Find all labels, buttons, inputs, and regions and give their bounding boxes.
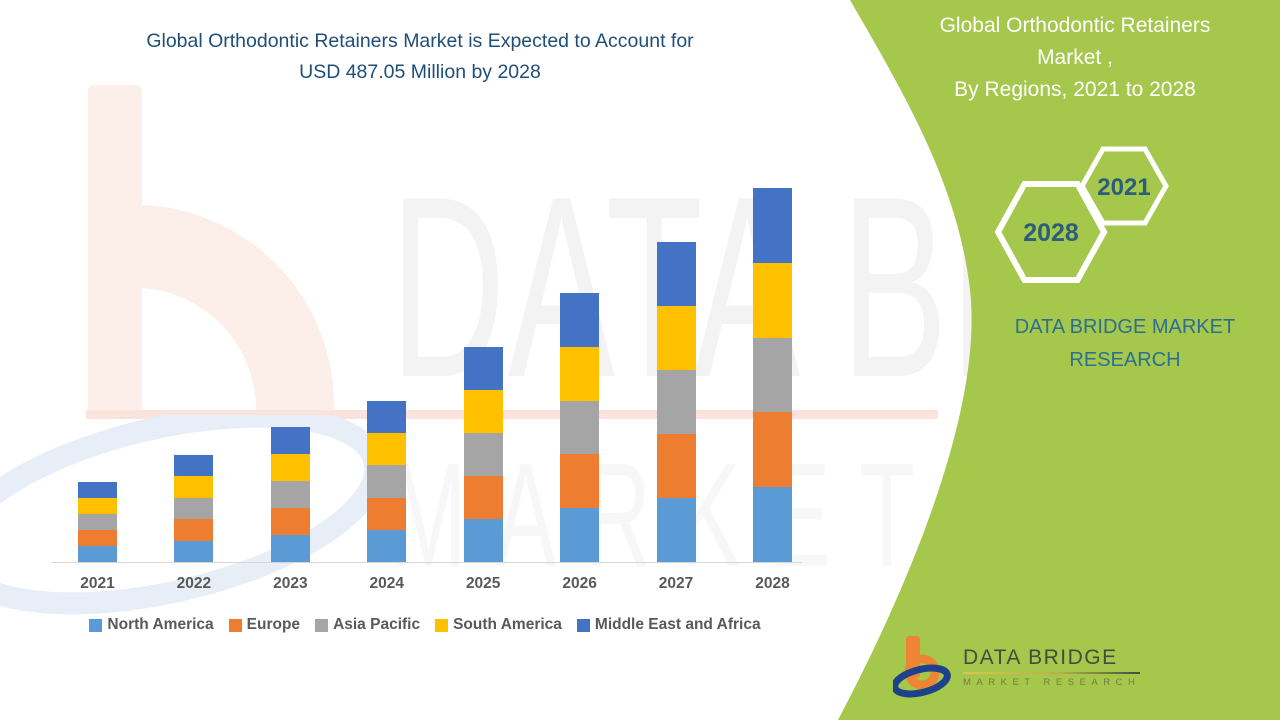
- chart-title-line2: USD 487.05 Million by 2028: [299, 61, 541, 83]
- legend-label-asia-pacific: Asia Pacific: [333, 616, 421, 633]
- x-axis-label-2026: 2026: [562, 575, 597, 592]
- legend-swatch-north-america: [89, 618, 103, 632]
- legend-item-middle-east-and-africa: Middle East and Africa: [576, 616, 761, 634]
- legend-item-europe: Europe: [228, 616, 301, 634]
- hexagon-2021-label: 2021: [1097, 174, 1150, 201]
- x-axis-label-2025: 2025: [465, 575, 501, 592]
- bar-segment-2028-asia-pacific: [752, 337, 792, 413]
- bar-segment-2027-asia-pacific: [656, 370, 696, 434]
- hexagon-2028: [994, 181, 1108, 283]
- legend-item-south-america: South America: [435, 616, 562, 634]
- bar-segment-2026-europe: [560, 454, 600, 509]
- data-bridge-logo-icon: [893, 636, 951, 698]
- bar-segment-2028-south-america: [752, 262, 792, 338]
- bar-2027: [656, 242, 696, 562]
- footer-logo-name: DATA BRIDGE: [963, 646, 1118, 669]
- brand-text-line1: DATA BRIDGE MARKET: [1014, 316, 1236, 338]
- legend-item-asia-pacific: Asia Pacific: [315, 616, 420, 634]
- legend-label-europe: Europe: [246, 616, 301, 633]
- footer-logo: DATA BRIDGE MARKET RESEARCH: [893, 635, 1141, 699]
- bar-segment-2027-south-america: [656, 306, 696, 370]
- hexagon-2028-label: 2028: [1023, 219, 1079, 247]
- bar-segment-2025-north-america: [463, 519, 503, 562]
- legend-item-north-america: North America: [89, 616, 214, 634]
- side-panel-heading-line3: By Regions, 2021 to 2028: [954, 78, 1196, 101]
- legend-swatch-europe: [228, 618, 242, 632]
- bar-2026: [560, 293, 600, 562]
- bar-segment-2027-north-america: [656, 498, 696, 562]
- legend-swatch-middle-east-and-africa: [576, 618, 590, 632]
- bar-segment-2025-europe: [463, 476, 503, 519]
- side-panel-heading: Global Orthodontic Retainers Market , By…: [905, 10, 1245, 106]
- bar-2028: [752, 188, 792, 562]
- bar-segment-2028-north-america: [752, 487, 792, 562]
- legend-swatch-south-america: [435, 618, 449, 632]
- legend-swatch-asia-pacific: [315, 618, 329, 632]
- legend: North America Europe Asia Pacific South Ame…: [35, 616, 815, 634]
- bar-segment-2027-middle-east-and-africa: [656, 242, 696, 306]
- brand-text-line2: RESEARCH: [1069, 349, 1181, 371]
- bar-segment-2028-middle-east-and-africa: [752, 188, 792, 263]
- x-axis-line: [52, 562, 802, 563]
- bar-segment-2026-asia-pacific: [560, 400, 600, 455]
- chart-title-line1: Global Orthodontic Retainers Market is E…: [146, 30, 694, 52]
- side-panel-heading-line1: Global Orthodontic Retainers: [939, 14, 1211, 37]
- x-axis-label-2027: 2027: [658, 575, 694, 592]
- legend-label-south-america: South America: [453, 616, 562, 633]
- bar-segment-2025-middle-east-and-africa: [463, 347, 503, 390]
- bar-segment-2027-europe: [656, 434, 696, 498]
- legend-label-middle-east-and-africa: Middle East and Africa: [594, 616, 761, 633]
- footer-logo-underline: [963, 672, 1141, 674]
- chart-title: Global Orthodontic Retainers Market is E…: [50, 26, 790, 88]
- legend-label-north-america: North America: [107, 616, 214, 633]
- bar-segment-2028-europe: [752, 412, 792, 488]
- bar-segment-2026-middle-east-and-africa: [560, 293, 600, 347]
- footer-logo-subtitle: MARKET RESEARCH: [963, 677, 1141, 688]
- bar-segment-2025-asia-pacific: [463, 433, 503, 476]
- side-panel-brand-text: DATA BRIDGE MARKET RESEARCH: [955, 311, 1280, 377]
- side-panel-heading-line2: Market ,: [1037, 46, 1113, 69]
- bar-segment-2026-south-america: [560, 346, 600, 401]
- hexagon-badges: 2021 2028: [994, 146, 1169, 283]
- x-axis-label-2028: 2028: [755, 575, 790, 592]
- bar-segment-2026-north-america: [560, 508, 600, 562]
- bar-2025: [463, 347, 503, 562]
